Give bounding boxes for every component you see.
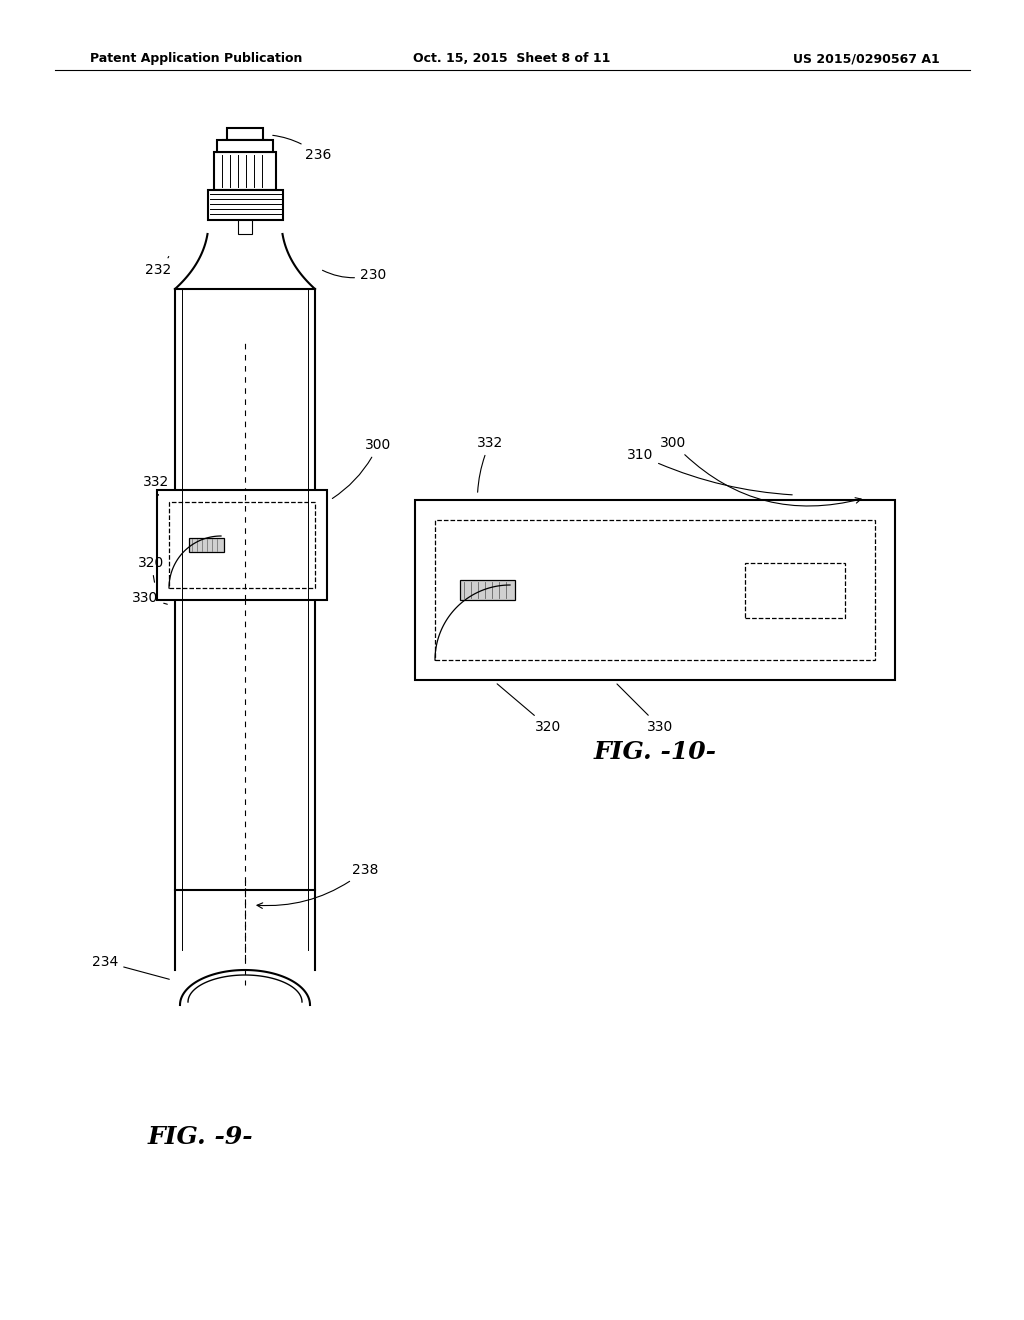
Bar — [223, 140, 267, 154]
Bar — [435, 520, 874, 660]
Bar — [208, 190, 283, 220]
Text: 332: 332 — [477, 436, 503, 492]
Text: FIG. -9-: FIG. -9- — [147, 1125, 253, 1148]
Text: Patent Application Publication: Patent Application Publication — [90, 51, 302, 65]
Text: 236: 236 — [272, 136, 332, 162]
Text: 330: 330 — [617, 684, 673, 734]
Bar — [157, 490, 327, 601]
Text: 232: 232 — [145, 256, 171, 277]
Text: 230: 230 — [323, 268, 386, 282]
Text: 238: 238 — [257, 863, 379, 908]
Text: 234: 234 — [92, 954, 169, 979]
Text: FIG. -10-: FIG. -10- — [594, 741, 717, 764]
Bar — [214, 152, 276, 190]
Text: 320: 320 — [138, 556, 164, 582]
Bar — [169, 502, 315, 587]
Bar — [189, 539, 224, 552]
Text: 332: 332 — [143, 475, 169, 495]
Bar — [217, 140, 273, 152]
Text: Oct. 15, 2015  Sheet 8 of 11: Oct. 15, 2015 Sheet 8 of 11 — [414, 51, 610, 65]
Text: US 2015/0290567 A1: US 2015/0290567 A1 — [794, 51, 940, 65]
Bar — [238, 220, 252, 234]
Bar — [745, 562, 845, 618]
Text: 300: 300 — [333, 438, 391, 499]
Bar — [227, 128, 263, 140]
Bar — [415, 500, 895, 680]
Text: 310: 310 — [627, 447, 793, 495]
Text: 300: 300 — [660, 436, 861, 506]
Text: 330: 330 — [132, 591, 167, 605]
Bar — [460, 579, 515, 601]
Text: 320: 320 — [497, 684, 561, 734]
